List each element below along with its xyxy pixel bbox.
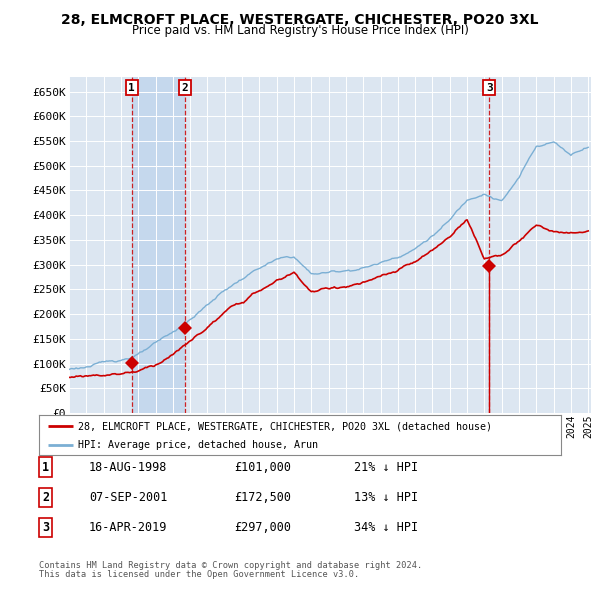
- Text: 1: 1: [128, 83, 135, 93]
- Text: 21% ↓ HPI: 21% ↓ HPI: [354, 461, 418, 474]
- Text: 3: 3: [42, 521, 49, 534]
- Text: Contains HM Land Registry data © Crown copyright and database right 2024.: Contains HM Land Registry data © Crown c…: [39, 560, 422, 569]
- Text: £101,000: £101,000: [234, 461, 291, 474]
- Text: 3: 3: [486, 83, 493, 93]
- Text: 2: 2: [42, 491, 49, 504]
- Text: Price paid vs. HM Land Registry's House Price Index (HPI): Price paid vs. HM Land Registry's House …: [131, 24, 469, 37]
- Text: 2: 2: [181, 83, 188, 93]
- Text: HPI: Average price, detached house, Arun: HPI: Average price, detached house, Arun: [78, 440, 318, 450]
- Bar: [132, 77, 185, 413]
- Text: 28, ELMCROFT PLACE, WESTERGATE, CHICHESTER, PO20 3XL: 28, ELMCROFT PLACE, WESTERGATE, CHICHEST…: [61, 13, 539, 27]
- Text: 34% ↓ HPI: 34% ↓ HPI: [354, 521, 418, 534]
- Text: £172,500: £172,500: [234, 491, 291, 504]
- Text: This data is licensed under the Open Government Licence v3.0.: This data is licensed under the Open Gov…: [39, 570, 359, 579]
- Text: 28, ELMCROFT PLACE, WESTERGATE, CHICHESTER, PO20 3XL (detached house): 28, ELMCROFT PLACE, WESTERGATE, CHICHEST…: [78, 421, 492, 431]
- Text: 18-AUG-1998: 18-AUG-1998: [89, 461, 167, 474]
- Text: 07-SEP-2001: 07-SEP-2001: [89, 491, 167, 504]
- Text: 13% ↓ HPI: 13% ↓ HPI: [354, 491, 418, 504]
- Text: 16-APR-2019: 16-APR-2019: [89, 521, 167, 534]
- Text: 1: 1: [42, 461, 49, 474]
- Text: £297,000: £297,000: [234, 521, 291, 534]
